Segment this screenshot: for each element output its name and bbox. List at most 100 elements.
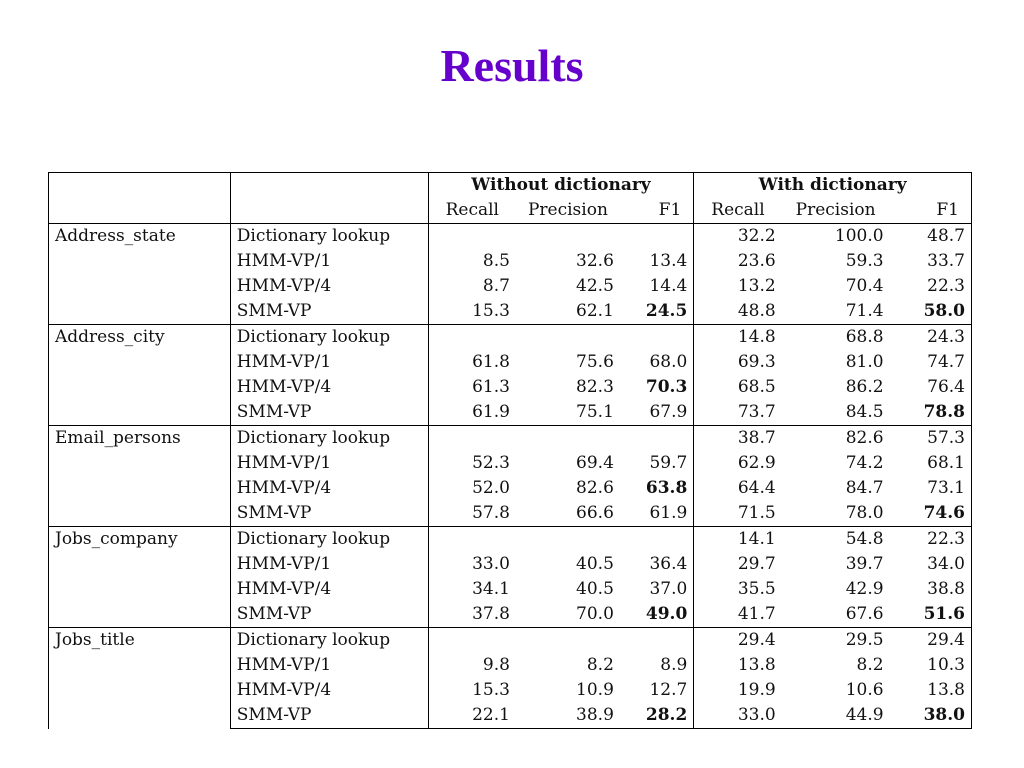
cell-recall: 15.3	[428, 299, 516, 325]
cell-recall-dict: 32.2	[693, 223, 782, 249]
table-row: HMM-VP/4 52.0 82.6 63.8 64.4 84.7 73.1	[49, 476, 972, 501]
cell-f1: 28.2	[619, 703, 695, 729]
cell-f1	[619, 324, 695, 350]
cell-f1: 37.0	[619, 577, 695, 602]
cell-precision: 62.1	[515, 299, 620, 325]
cell-recall-dict: 23.6	[737, 251, 776, 271]
cell-precision: 32.6	[576, 251, 614, 271]
cell-recall-dict: 73.7	[693, 400, 782, 426]
cell-f1-dict: 38.0	[889, 703, 972, 729]
cell-precision-dict: 29.5	[781, 627, 890, 653]
cell-f1: 59.7	[619, 451, 695, 476]
cell-precision: 40.5	[576, 579, 614, 599]
group-header-without-dictionary: Without dictionary	[428, 172, 695, 198]
cell-recall-dict: 29.7	[737, 554, 776, 574]
cell-recall: 9.8	[482, 655, 510, 675]
cell-recall	[428, 526, 516, 552]
results-body: Address_state Dictionary lookup 32.2 100.0 4…	[48, 223, 972, 729]
method-label: Dictionary lookup	[230, 223, 429, 249]
cell-recall: 61.8	[472, 352, 510, 372]
cell-f1-dict: 76.4	[889, 375, 972, 400]
table-row: HMM-VP/4 8.7 42.5 14.4 13.2 70.4 22.3	[49, 274, 972, 299]
cell-f1: 13.4	[619, 249, 695, 274]
group-header-row: Without dictionary With dictionary	[48, 172, 972, 198]
method-label: Dictionary lookup	[230, 627, 429, 653]
cell-precision-dict: 71.4	[781, 299, 890, 325]
cell-recall-dict: 14.8	[693, 324, 782, 350]
cell-f1-dict: 22.3	[889, 526, 972, 552]
cell-precision-dict: 100.0	[781, 223, 890, 249]
cell-precision: 70.0	[515, 602, 620, 628]
cell-recall: 34.1	[472, 579, 510, 599]
cell-recall	[428, 425, 516, 451]
cell-precision-dict: 68.8	[781, 324, 890, 350]
cell-recall: 57.8	[428, 501, 516, 527]
cell-precision: 75.6	[576, 352, 614, 372]
table-row: HMM-VP/1 33.0 40.5 36.4 29.7 39.7 34.0	[49, 552, 972, 577]
table-row: HMM-VP/4 61.3 82.3 70.3 68.5 86.2 76.4	[49, 375, 972, 400]
cell-precision-dict: 82.6	[781, 425, 890, 451]
cell-f1: 49.0	[619, 602, 695, 628]
cell-f1: 68.0	[619, 350, 695, 375]
cell-recall	[428, 324, 516, 350]
cell-precision: 42.5	[576, 276, 614, 296]
results-table: Without dictionary With dictionary Recal…	[48, 172, 972, 729]
dataset-label: Email_persons	[48, 425, 231, 527]
cell-f1	[619, 223, 695, 249]
cell-precision: 10.9	[576, 680, 614, 700]
slide-title: Results	[440, 40, 584, 91]
table-row: HMM-VP/1 61.8 75.6 68.0 69.3 81.0 74.7	[49, 350, 972, 375]
table-row: Email_persons Dictionary lookup 38.7 82.6 57…	[48, 425, 972, 527]
cell-f1: 63.8	[619, 476, 695, 501]
cell-recall-dict: 13.8	[737, 655, 776, 675]
method-label: SMM-VP	[230, 501, 429, 527]
cell-f1-dict: 74.6	[889, 501, 972, 527]
method-label: SMM-VP	[230, 299, 429, 325]
cell-recall: 61.9	[428, 400, 516, 426]
cell-precision-dict: 70.4	[845, 276, 884, 296]
method-label: HMM-VP/4	[230, 274, 429, 299]
cell-f1-dict: 13.8	[889, 678, 972, 703]
table-row: SMM-VP 37.8 70.0 49.0 41.7 67.6 51.6	[49, 602, 972, 628]
dataset-label: Address_city	[48, 324, 231, 426]
cell-f1: 12.7	[619, 678, 695, 703]
method-label: HMM-VP/1	[230, 451, 429, 476]
method-label: HMM-VP/1	[230, 249, 429, 274]
cell-f1-dict: 51.6	[889, 602, 972, 628]
table-row: Address_city Dictionary lookup 14.8 68.8 24.…	[48, 324, 972, 426]
cell-f1-dict: 48.7	[889, 223, 972, 249]
cell-precision-dict: 84.7	[845, 478, 884, 498]
cell-recall-dict: 29.4	[693, 627, 782, 653]
cell-precision-dict: 59.3	[845, 251, 884, 271]
cell-f1: 24.5	[619, 299, 695, 325]
corner-cell-method-sub	[230, 198, 429, 224]
cell-f1: 61.9	[619, 501, 695, 527]
cell-recall-dict: 35.5	[737, 579, 776, 599]
cell-f1-dict: 58.0	[889, 299, 972, 325]
cell-recall-dict: 19.9	[737, 680, 776, 700]
table-row: SMM-VP 57.8 66.6 61.9 71.5 78.0 74.6	[49, 501, 972, 527]
cell-f1-dict: 10.3	[889, 653, 972, 678]
sub-header-recall: Recall	[428, 198, 516, 224]
cell-precision-dict: 67.6	[781, 602, 890, 628]
table-row: Address_state Dictionary lookup 32.2 100.0 4…	[48, 223, 972, 325]
cell-precision-dict: 39.7	[845, 554, 884, 574]
cell-precision: 69.4	[576, 453, 614, 473]
cell-f1-dict: 57.3	[889, 425, 972, 451]
method-label: HMM-VP/1	[230, 350, 429, 375]
cell-recall	[428, 627, 516, 653]
cell-precision-dict: 44.9	[781, 703, 890, 729]
cell-precision-dict: 54.8	[781, 526, 890, 552]
cell-recall-dict: 69.3	[737, 352, 776, 372]
cell-recall-dict: 62.9	[737, 453, 776, 473]
cell-recall: 15.3	[472, 680, 510, 700]
method-label: HMM-VP/4	[230, 678, 429, 703]
method-label: HMM-VP/4	[230, 476, 429, 501]
cell-recall: 52.0	[472, 478, 510, 498]
cell-f1	[619, 526, 695, 552]
table-row: HMM-VP/1 8.5 32.6 13.4 23.6 59.3 33.7	[49, 249, 972, 274]
sub-header-f1-dict: F1	[889, 198, 972, 224]
cell-precision	[515, 627, 620, 653]
method-label: Dictionary lookup	[230, 425, 429, 451]
cell-f1-dict: 73.1	[889, 476, 972, 501]
